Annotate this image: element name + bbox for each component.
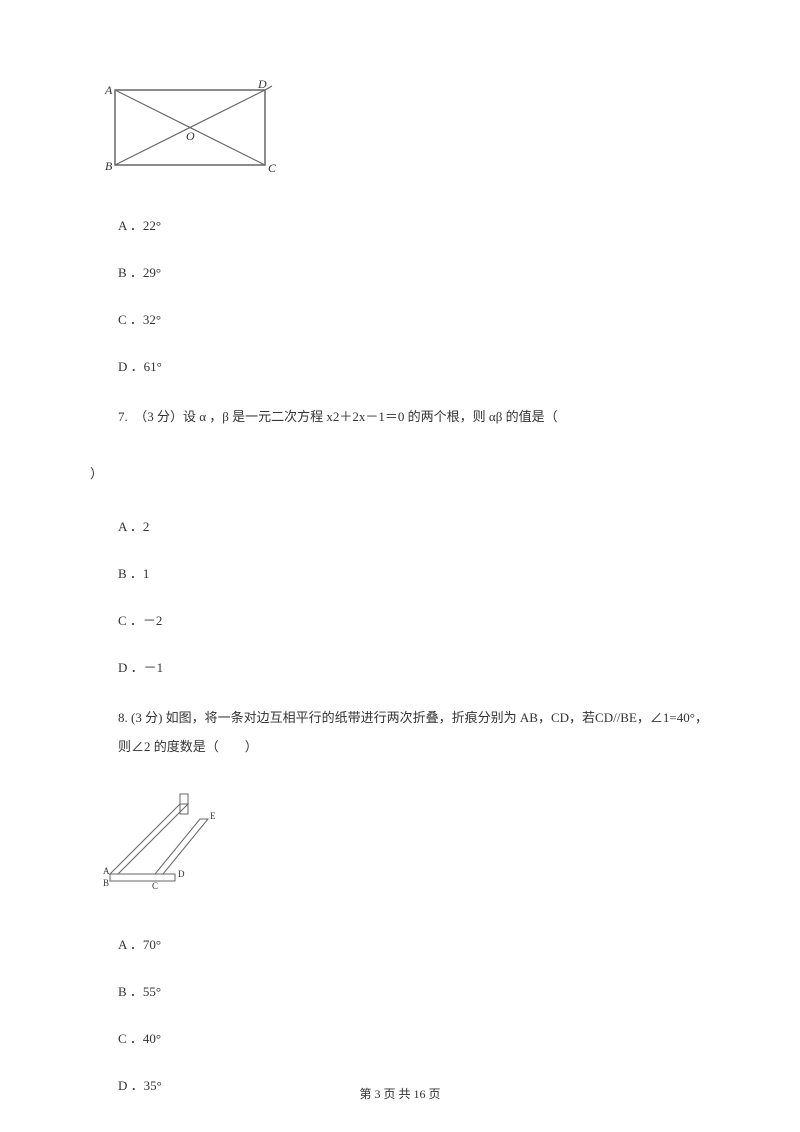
q6-option-b: B ．29° bbox=[118, 262, 710, 281]
figure-rectangle: A B C D O bbox=[100, 80, 710, 185]
q8-option-b: B ．55° bbox=[118, 981, 710, 1000]
q6-option-d: D ．61° bbox=[118, 356, 710, 375]
q8-option-c: C ．40° bbox=[118, 1028, 710, 1047]
q7-option-c: C ．－2 bbox=[118, 610, 710, 629]
page-footer: 第 3 页 共 16 页 bbox=[0, 1085, 800, 1102]
label-b: B bbox=[105, 159, 113, 173]
fold-label-c: C bbox=[152, 881, 158, 891]
label-c: C bbox=[268, 161, 277, 175]
fold-label-e: E bbox=[210, 811, 216, 821]
rectangle-diagram: A B C D O bbox=[100, 80, 280, 180]
fold-base bbox=[110, 874, 175, 881]
fold-strip2 bbox=[155, 819, 208, 874]
q6-option-c: C ．32° bbox=[118, 309, 710, 328]
q7-option-b: B ．1 bbox=[118, 563, 710, 582]
fold-strip1 bbox=[110, 804, 188, 874]
q7-text: 7. （3 分）设 α ，β 是一元二次方程 x2＋2x－1＝0 的两个根，则 … bbox=[118, 403, 710, 432]
label-a: A bbox=[104, 83, 113, 97]
fold-diagram: A B C D E bbox=[100, 789, 230, 899]
fold-label-b: B bbox=[103, 878, 109, 888]
fold-label-d: D bbox=[178, 869, 185, 879]
label-d: D bbox=[257, 80, 267, 91]
q7-text-main: 7. （3 分）设 α ，β 是一元二次方程 x2＋2x－1＝0 的两个根，则 … bbox=[118, 409, 571, 424]
q7-text-end: ） bbox=[90, 460, 710, 489]
q7-option-d: D ．－1 bbox=[118, 657, 710, 676]
fold-label-a: A bbox=[103, 866, 110, 876]
q6-option-a: A ．22° bbox=[118, 215, 710, 234]
q8-option-a: A ．70° bbox=[118, 934, 710, 953]
label-o: O bbox=[186, 129, 195, 143]
q8-text: 8. (3 分) 如图，将一条对边互相平行的纸带进行两次折叠，折痕分别为 AB，… bbox=[118, 704, 710, 761]
figure-fold: A B C D E bbox=[100, 789, 710, 904]
q7-option-a: A ．2 bbox=[118, 516, 710, 535]
content-area: A B C D O A ．22° B ．29° C ．32° D ．61° 7.… bbox=[90, 80, 710, 1094]
